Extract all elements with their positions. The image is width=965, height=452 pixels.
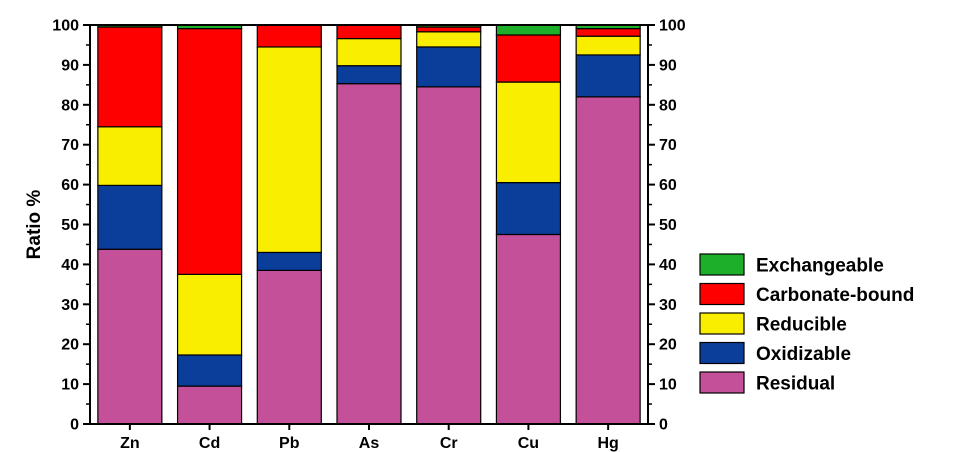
legend-label-exchangeable: Exchangeable: [756, 256, 884, 277]
bar-zn-carbonate-bound: [97, 26, 163, 128]
x-tick-label-zn: Zn: [120, 435, 140, 452]
x-tick-label-cd: Cd: [199, 435, 220, 452]
y-tick-label-right: 90: [659, 57, 677, 74]
bar-cu-carbonate-bound: [495, 34, 562, 83]
bar-pb-residual: [256, 269, 322, 425]
bar-cr-residual: [416, 86, 482, 425]
bar-cu-reducible: [495, 81, 562, 184]
x-tick-label-pb: Pb: [279, 435, 300, 452]
bar-cu-exchangeable: [495, 24, 562, 36]
y-tick-label-left: 20: [61, 337, 79, 354]
y-tick-label-right: 100: [659, 18, 686, 35]
bar-hg-reducible: [575, 35, 641, 56]
legend-label-reducible: Reducible: [756, 315, 847, 336]
bar-cd-carbonate-bound: [176, 27, 243, 275]
bar-pb-oxidizable: [256, 251, 322, 271]
bar-hg-residual: [575, 96, 641, 425]
y-tick-label-right: 0: [659, 417, 668, 434]
bar-as-reducible: [336, 37, 402, 67]
y-tick-label-right: 70: [659, 137, 677, 154]
legend-swatch-residual: [699, 371, 745, 394]
y-tick-label-right: 80: [659, 97, 677, 114]
legend-swatch-reducible: [699, 312, 745, 335]
bar-zn-reducible: [97, 126, 163, 186]
bar-cd-reducible: [176, 273, 243, 356]
x-tick-label-cr: Cr: [440, 435, 458, 452]
y-tick-label-left: 0: [70, 417, 79, 434]
y-tick-label-right: 40: [659, 257, 677, 274]
y-tick-label-left: 80: [61, 97, 79, 114]
bar-zn-residual: [97, 248, 163, 425]
bar-cd-oxidizable: [176, 354, 243, 387]
y-tick-label-right: 60: [659, 177, 677, 194]
bar-pb-reducible: [256, 46, 322, 254]
bar-pb-carbonate-bound: [256, 24, 322, 48]
bar-as-residual: [336, 83, 402, 425]
y-tick-label-left: 60: [61, 177, 79, 194]
legend-swatch-exchangeable: [699, 253, 745, 276]
legend-swatch-oxidizable: [699, 341, 745, 365]
y-tick-label-left: 30: [61, 297, 79, 314]
y-tick-label-right: 10: [659, 377, 677, 394]
bar-hg-oxidizable: [575, 54, 641, 98]
bar-cr-reducible: [416, 31, 482, 48]
legend-swatch-carbonate-bound: [699, 282, 745, 306]
bar-as-oxidizable: [336, 65, 402, 85]
y-tick-label-left: 70: [61, 137, 79, 154]
bar-cr-carbonate-bound: [416, 26, 482, 33]
bar-hg-carbonate-bound: [575, 27, 641, 37]
y-tick-label-right: 50: [659, 217, 677, 234]
y-tick-label-left: 100: [52, 18, 79, 35]
bar-cu-residual: [495, 233, 562, 425]
legend-label-oxidizable: Oxidizable: [756, 344, 851, 365]
bars-layer: [97, 24, 641, 425]
bar-cd-residual: [176, 385, 243, 425]
y-tick-label-left: 10: [61, 377, 79, 394]
y-tick-label-left: 90: [61, 57, 79, 74]
y-tick-label-right: 20: [659, 337, 677, 354]
x-tick-label-hg: Hg: [597, 435, 618, 452]
x-tick-label-as: As: [359, 435, 380, 452]
y-tick-label-left: 50: [61, 217, 79, 234]
legend: Exchangeable Carbonate-bound Reducible Oxid…: [699, 253, 914, 395]
y-tick-label-left: 40: [61, 257, 79, 274]
x-tick-label-cu: Cu: [518, 435, 539, 452]
y-tick-label-right: 30: [659, 297, 677, 314]
bar-cu-oxidizable: [495, 182, 562, 236]
legend-label-carbonate-bound: Carbonate-bound: [756, 285, 914, 306]
bar-as-carbonate-bound: [336, 24, 402, 40]
bar-zn-oxidizable: [97, 184, 163, 250]
y-axis-title: Ratio %: [24, 190, 45, 260]
legend-label-residual: Residual: [756, 374, 835, 395]
axes-layer: 0 0 10 10 20 20 30 30 40 40 50 50 60 60 70 70 80 80 90 90 10…: [24, 18, 686, 452]
bar-cr-oxidizable: [416, 46, 482, 88]
